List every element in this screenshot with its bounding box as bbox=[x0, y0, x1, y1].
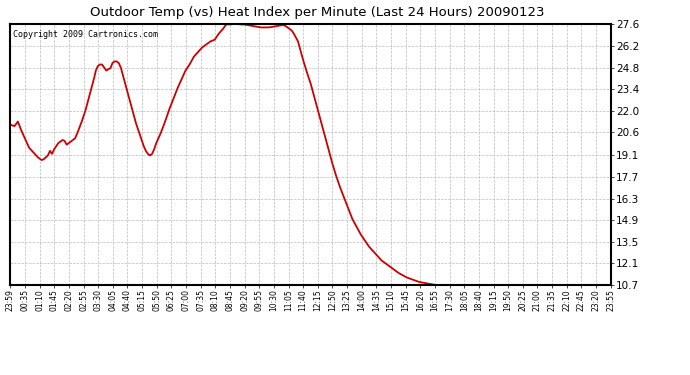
Text: Copyright 2009 Cartronics.com: Copyright 2009 Cartronics.com bbox=[13, 30, 158, 39]
Text: Outdoor Temp (vs) Heat Index per Minute (Last 24 Hours) 20090123: Outdoor Temp (vs) Heat Index per Minute … bbox=[90, 6, 544, 19]
